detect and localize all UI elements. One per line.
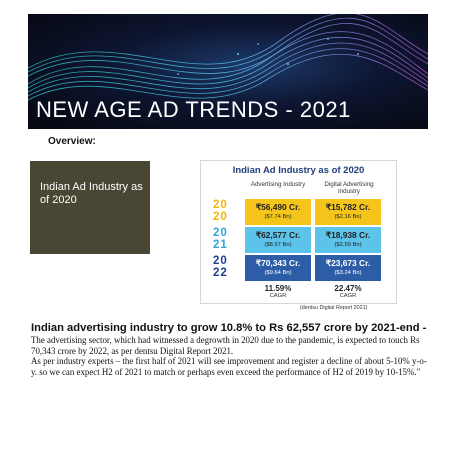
year-label-2022: 20 22 xyxy=(213,255,228,279)
value: ₹56,490 Cr. xyxy=(255,202,301,212)
cagr-label: CAGR xyxy=(269,293,287,299)
banner-title: NEW AGE AD TRENDS - 2021 xyxy=(36,97,351,122)
usd-value: ($2.59 Bn) xyxy=(334,242,362,248)
cell-2020-digital: ₹15,782 Cr. ($2.16 Bn) xyxy=(315,199,381,225)
cagr-value: 22.47% xyxy=(334,284,362,293)
article-body-2: As per industry experts – the first half… xyxy=(31,356,427,377)
cell-2021-advertising: ₹62,577 Cr. ($8.57 Bn) xyxy=(245,227,311,253)
abstract-wave-graphic xyxy=(28,14,428,101)
cagr-label: CAGR xyxy=(339,293,357,299)
overview-label: Overview: xyxy=(48,136,96,147)
value: ₹18,938 Cr. xyxy=(325,230,371,240)
usd-value: ($3.24 Bn) xyxy=(334,270,362,276)
side-box-text: Indian Ad Industry as of 2020 xyxy=(40,181,143,206)
value: ₹15,782 Cr. xyxy=(325,202,371,212)
cell-2020-advertising: ₹56,490 Cr. ($7.74 Bn) xyxy=(245,199,311,225)
usd-value: ($9.64 Bn) xyxy=(264,270,292,276)
infographic-card: Indian Ad Industry as of 2020 Advertisin… xyxy=(200,160,397,304)
value: ₹23,673 Cr. xyxy=(325,258,371,268)
value: ₹62,577 Cr. xyxy=(255,230,301,240)
year-label-2020: 20 20 xyxy=(213,199,228,223)
source-note: (dentsu Digital Report 2021) xyxy=(300,305,368,311)
column-header-digital: Digital Advertising Industry xyxy=(324,181,374,195)
year-label-2021: 20 21 xyxy=(213,227,228,251)
article: Indian advertising industry to grow 10.8… xyxy=(31,322,429,377)
article-headline: Indian advertising industry to grow 10.8… xyxy=(31,322,427,334)
banner: NEW AGE AD TRENDS - 2021 xyxy=(28,14,428,129)
side-box: Indian Ad Industry as of 2020 xyxy=(30,161,150,254)
column-header-advertising: Advertising Industry xyxy=(250,181,306,188)
usd-value: ($7.74 Bn) xyxy=(264,214,292,220)
value: ₹70,343 Cr. xyxy=(255,258,301,268)
article-paragraph: Indian advertising industry to grow 10.8… xyxy=(31,322,429,356)
cell-2021-digital: ₹18,938 Cr. ($2.59 Bn) xyxy=(315,227,381,253)
cagr-digital: 22.47% CAGR xyxy=(315,284,381,300)
cagr-advertising: 11.59% CAGR xyxy=(245,284,311,300)
article-body-1: The advertising sector, which had witnes… xyxy=(31,335,420,356)
infographic-title: Indian Ad Industry as of 2020 xyxy=(232,165,365,176)
usd-value: ($8.57 Bn) xyxy=(264,242,292,248)
cagr-value: 11.59% xyxy=(264,284,292,293)
cell-2022-advertising: ₹70,343 Cr. ($9.64 Bn) xyxy=(245,255,311,281)
cell-2022-digital: ₹23,673 Cr. ($3.24 Bn) xyxy=(315,255,381,281)
usd-value: ($2.16 Bn) xyxy=(334,214,362,220)
